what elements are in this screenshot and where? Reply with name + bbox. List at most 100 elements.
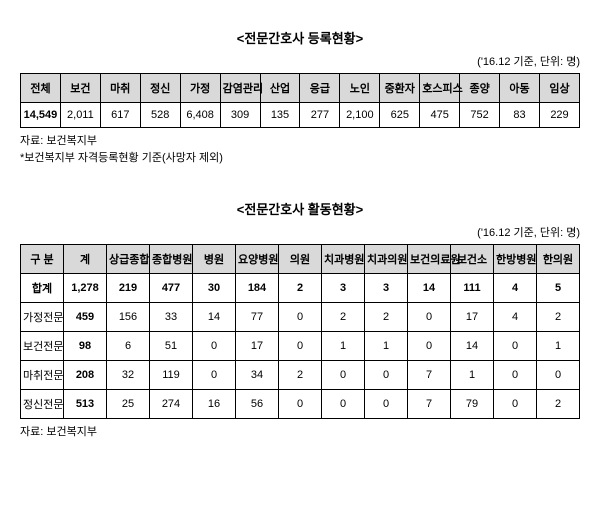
t2-data-cell: 0	[279, 303, 322, 332]
t1-header-cell: 감염관리	[220, 74, 260, 103]
t1-header-cell: 가정	[180, 74, 220, 103]
t2-data-cell: 0	[279, 332, 322, 361]
t1-header-cell: 임상	[539, 74, 579, 103]
t1-data-cell: 6,408	[180, 103, 220, 128]
t2-header-cell: 종합병원	[150, 245, 193, 274]
t2-data-cell: 0	[408, 303, 451, 332]
t2-data-cell: 56	[236, 390, 279, 419]
t2-data-cell: 2	[322, 303, 365, 332]
t1-data-cell: 14,549	[21, 103, 61, 128]
t2-row-label: 가정전문	[21, 303, 64, 332]
t1-data-cell: 277	[300, 103, 340, 128]
t2-data-cell: 0	[279, 390, 322, 419]
t2-data-cell: 1	[537, 332, 580, 361]
table1-source: 자료: 보건복지부 *보건복지부 자격등록현황 기준(사망자 제외)	[20, 133, 580, 166]
t2-data-cell: 3	[322, 274, 365, 303]
table-row: 가정전문45915633147702201742	[21, 303, 580, 332]
t2-data-cell: 2	[279, 274, 322, 303]
t2-data-cell: 156	[107, 303, 150, 332]
t2-header-cell: 요양병원	[236, 245, 279, 274]
t2-data-cell: 2	[279, 361, 322, 390]
t2-data-cell: 2	[537, 390, 580, 419]
t1-header-cell: 중환자	[380, 74, 420, 103]
t1-header-cell: 정신	[140, 74, 180, 103]
table2-source: 자료: 보건복지부	[20, 424, 580, 441]
t1-data-cell: 2,100	[340, 103, 380, 128]
t2-row-label: 보건전문	[21, 332, 64, 361]
t2-row-label: 정신전문	[21, 390, 64, 419]
t2-data-cell: 6	[107, 332, 150, 361]
t1-header-cell: 노인	[340, 74, 380, 103]
t1-header-cell: 전체	[21, 74, 61, 103]
t2-data-cell: 2	[365, 303, 408, 332]
t2-header-cell: 계	[64, 245, 107, 274]
t1-data-cell: 309	[220, 103, 260, 128]
activity-table: 구 분계상급종합종합병원병원요양병원의원치과병원치과의원보건의료원보건소한방병원…	[20, 244, 580, 419]
t2-row-label: 마취전문	[21, 361, 64, 390]
t2-data-cell: 4	[494, 303, 537, 332]
t2-data-cell: 34	[236, 361, 279, 390]
t2-data-cell: 1	[322, 332, 365, 361]
t2-data-cell: 2	[537, 303, 580, 332]
t2-data-cell: 0	[494, 390, 537, 419]
t2-data-cell: 219	[107, 274, 150, 303]
table1-unit: ('16.12 기준, 단위: 명)	[20, 53, 580, 69]
t2-data-cell: 0	[408, 332, 451, 361]
t1-header-cell: 종양	[460, 74, 500, 103]
table2-unit: ('16.12 기준, 단위: 명)	[20, 224, 580, 240]
t2-header-cell: 한의원	[537, 245, 580, 274]
t2-data-cell: 0	[193, 361, 236, 390]
t1-data-cell: 617	[100, 103, 140, 128]
t2-data-cell: 32	[107, 361, 150, 390]
t2-data-cell: 111	[451, 274, 494, 303]
t1-header-cell: 아동	[500, 74, 540, 103]
t2-data-cell: 79	[451, 390, 494, 419]
table-row: 보건전문9865101701101401	[21, 332, 580, 361]
t2-data-cell: 17	[451, 303, 494, 332]
t2-data-cell: 25	[107, 390, 150, 419]
t2-data-cell: 184	[236, 274, 279, 303]
t2-header-cell: 보건의료원	[408, 245, 451, 274]
t2-data-cell: 0	[193, 332, 236, 361]
t2-row-label: 합계	[21, 274, 64, 303]
t2-header-cell: 치과병원	[322, 245, 365, 274]
t2-data-cell: 33	[150, 303, 193, 332]
t1-data-cell: 475	[420, 103, 460, 128]
t1-header-cell: 산업	[260, 74, 300, 103]
registration-table: 전체보건마취정신가정감염관리산업응급노인중환자호스피스종양아동임상 14,549…	[20, 73, 580, 128]
t2-data-cell: 477	[150, 274, 193, 303]
t1-data-cell: 752	[460, 103, 500, 128]
t2-data-cell: 1,278	[64, 274, 107, 303]
t2-header-cell: 상급종합	[107, 245, 150, 274]
table1-title: <전문간호사 등록현황>	[20, 28, 580, 47]
table1-source-2: *보건복지부 자격등록현황 기준(사망자 제외)	[20, 150, 580, 167]
t2-header-cell: 구 분	[21, 245, 64, 274]
t2-data-cell: 0	[365, 390, 408, 419]
t2-data-cell: 274	[150, 390, 193, 419]
t2-data-cell: 30	[193, 274, 236, 303]
t2-data-cell: 16	[193, 390, 236, 419]
t2-data-cell: 98	[64, 332, 107, 361]
t2-data-cell: 7	[408, 361, 451, 390]
t1-header-cell: 마취	[100, 74, 140, 103]
t2-data-cell: 14	[193, 303, 236, 332]
t1-data-cell: 528	[140, 103, 180, 128]
t2-data-cell: 0	[322, 390, 365, 419]
t2-data-cell: 1	[451, 361, 494, 390]
t2-data-cell: 0	[494, 332, 537, 361]
t2-data-cell: 7	[408, 390, 451, 419]
t2-data-cell: 0	[494, 361, 537, 390]
table1-source-1: 자료: 보건복지부	[20, 133, 580, 150]
table2-title: <전문간호사 활동현황>	[20, 199, 580, 218]
t2-data-cell: 459	[64, 303, 107, 332]
t2-data-cell: 3	[365, 274, 408, 303]
t1-header-cell: 보건	[60, 74, 100, 103]
t2-header-cell: 병원	[193, 245, 236, 274]
t1-header-cell: 호스피스	[420, 74, 460, 103]
t2-data-cell: 0	[322, 361, 365, 390]
t2-header-cell: 치과의원	[365, 245, 408, 274]
t2-data-cell: 0	[365, 361, 408, 390]
t2-header-cell: 한방병원	[494, 245, 537, 274]
t2-header-cell: 의원	[279, 245, 322, 274]
t2-data-cell: 4	[494, 274, 537, 303]
